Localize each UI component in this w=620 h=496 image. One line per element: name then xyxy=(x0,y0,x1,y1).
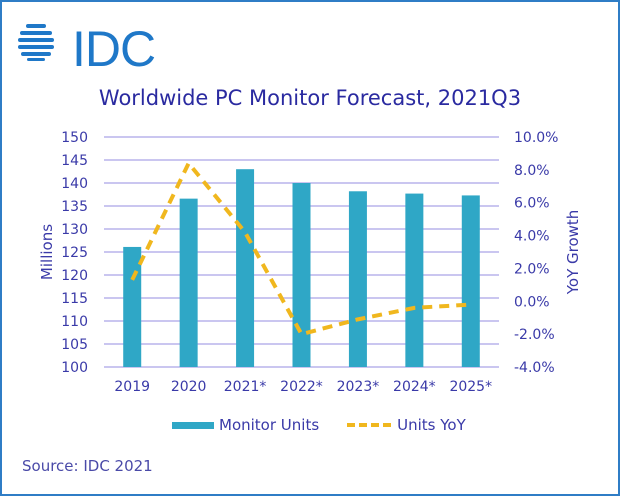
left-tick-label: 120 xyxy=(61,268,88,284)
right-tick-label: -2.0% xyxy=(514,327,555,343)
bar-2019 xyxy=(123,246,142,367)
chart-title: Worldwide PC Monitor Forecast, 2021Q3 xyxy=(98,86,522,110)
right-tick-label: 4.0% xyxy=(514,229,550,245)
x-tick-label: 2021* xyxy=(224,379,267,395)
left-tick-label: 150 xyxy=(61,130,88,146)
legend-label-monitor-units: Monitor Units xyxy=(219,416,320,434)
x-tick-label: 2023* xyxy=(337,379,380,395)
right-tick-label: -4.0% xyxy=(514,360,555,376)
x-tick-label: 2025* xyxy=(449,379,492,395)
right-tick-label: 2.0% xyxy=(514,261,550,277)
legend: Monitor Units Units YoY xyxy=(172,416,466,434)
bar-2020 xyxy=(179,198,198,367)
legend-bar-swatch xyxy=(172,421,214,429)
legend-label-units-yoy: Units YoY xyxy=(397,416,466,434)
legend-line-swatch xyxy=(347,423,392,427)
idc-logo: IDC xyxy=(16,16,156,74)
right-axis-title: YoY Growth xyxy=(564,210,582,296)
bar-2024 xyxy=(405,193,424,367)
chart-svg: 150 145 140 135 130 125 120 115 110 105 100 10.0% 8… xyxy=(38,130,582,395)
x-tick-label: 2024* xyxy=(393,379,436,395)
left-axis-title: Millions xyxy=(38,224,56,280)
bar-2022 xyxy=(292,183,311,367)
x-tick-label: 2022* xyxy=(280,379,323,395)
left-tick-label: 135 xyxy=(61,199,88,215)
logo-text: IDC xyxy=(72,21,156,77)
left-tick-label: 105 xyxy=(61,337,88,353)
bar-2021 xyxy=(236,169,255,367)
yoy-line xyxy=(130,161,471,337)
right-tick-label: 6.0% xyxy=(514,196,550,212)
left-tick-label: 115 xyxy=(61,291,88,307)
x-tick-label: 2019 xyxy=(114,379,150,395)
globe-icon xyxy=(18,24,54,61)
left-tick-label: 100 xyxy=(61,360,88,376)
right-tick-label: 0.0% xyxy=(514,294,550,310)
left-tick-label: 145 xyxy=(61,153,88,169)
left-tick-label: 140 xyxy=(61,176,88,192)
left-tick-label: 130 xyxy=(61,222,88,238)
x-tick-label: 2020 xyxy=(171,379,207,395)
left-tick-label: 110 xyxy=(61,314,88,330)
right-tick-label: 8.0% xyxy=(514,163,550,179)
source-note: Source: IDC 2021 xyxy=(22,457,153,475)
bar-2023 xyxy=(348,191,367,367)
bar-2025 xyxy=(461,195,480,367)
right-tick-label: 10.0% xyxy=(514,130,558,146)
left-tick-label: 125 xyxy=(61,245,88,261)
